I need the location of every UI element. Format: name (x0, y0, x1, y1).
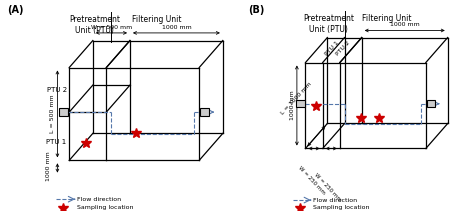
Bar (59, 108, 68, 116)
Text: PTU 2: PTU 2 (335, 41, 351, 57)
Text: Filtering Unit: Filtering Unit (362, 14, 411, 23)
Bar (200, 108, 210, 116)
Bar (427, 100, 435, 107)
Text: Sampling location: Sampling location (312, 205, 369, 210)
Text: Flow direction: Flow direction (77, 197, 121, 202)
Text: (B): (B) (247, 5, 264, 15)
Text: L = 500 mm: L = 500 mm (50, 95, 55, 133)
Text: PTU 1: PTU 1 (46, 139, 67, 145)
Text: L = 1000 mm: L = 1000 mm (281, 81, 313, 115)
Text: Filtering Unit: Filtering Unit (132, 15, 182, 24)
Text: PTU 1: PTU 1 (324, 41, 340, 57)
Text: PTU 2: PTU 2 (46, 87, 67, 93)
Text: 1000 mm: 1000 mm (162, 24, 191, 30)
Text: Pretreatment
Unit (PTU): Pretreatment Unit (PTU) (303, 14, 355, 34)
Text: W = 250 mm: W = 250 mm (297, 166, 326, 196)
Text: Flow direction: Flow direction (312, 197, 356, 203)
Text: W = 500 mm: W = 500 mm (91, 24, 132, 30)
Bar (296, 100, 305, 107)
Text: 1000 mm: 1000 mm (46, 151, 51, 181)
Text: 1000 mm: 1000 mm (390, 22, 419, 27)
Text: W = 250 mm: W = 250 mm (313, 172, 342, 202)
Text: Pretreatment
Unit (PTU): Pretreatment Unit (PTU) (69, 15, 120, 35)
Text: Sampling location: Sampling location (77, 205, 133, 210)
Text: (A): (A) (7, 5, 23, 15)
Text: 1000 mm: 1000 mm (290, 91, 294, 120)
